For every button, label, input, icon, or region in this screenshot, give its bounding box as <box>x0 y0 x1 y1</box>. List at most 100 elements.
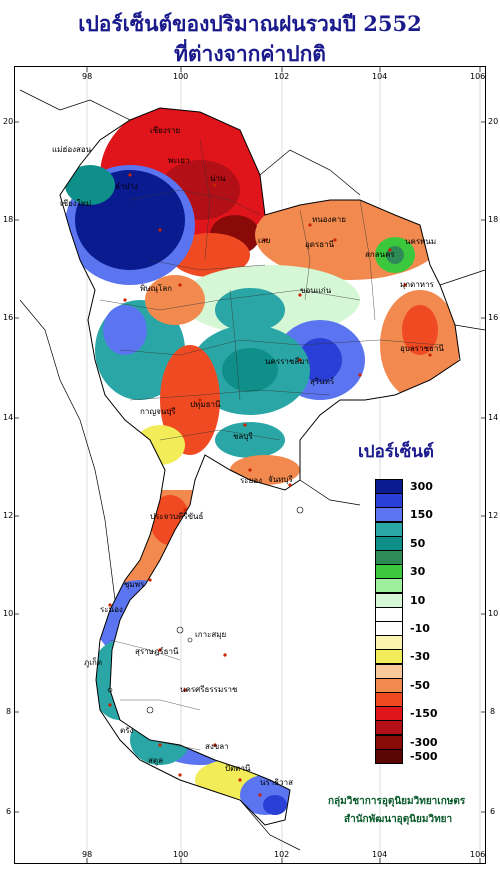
legend-label: -30 <box>410 650 430 664</box>
credit-line-2: สำนักพัฒนาอุตุนิยมวิทยา <box>344 814 453 825</box>
place-label: จันทบุรี <box>268 475 293 484</box>
place-label: สุราษฎร์ธานี <box>135 647 179 656</box>
legend-label: 30 <box>410 565 426 579</box>
lat-tick-left: 6 <box>6 807 12 816</box>
legend-label: -50 <box>410 678 430 692</box>
legend-swatch <box>375 535 403 551</box>
place-label: อุดรธานี <box>305 240 335 249</box>
legend-swatch <box>375 550 403 565</box>
place-label: น่าน <box>210 174 226 183</box>
lat-tick-right: 10 <box>488 609 499 618</box>
lat-tick-left: 12 <box>3 511 14 520</box>
place-label: เชียงราย <box>150 126 181 135</box>
lon-tick-top: 102 <box>274 72 290 81</box>
place-label: ระยอง <box>240 476 262 485</box>
legend-title: เปอร์เซ็นต์ <box>358 442 434 462</box>
legend-swatch <box>375 720 403 736</box>
legend-swatch <box>375 606 403 622</box>
place-label: ตรัง <box>120 726 134 735</box>
lat-tick-right: 12 <box>488 511 499 520</box>
legend-swatch <box>375 507 403 523</box>
legend-swatch <box>375 677 403 693</box>
map-subtitle: ที่ต่างจากค่าปกติ <box>174 41 326 66</box>
legend-label: 150 <box>410 508 433 522</box>
legend-swatch <box>375 493 403 509</box>
legend-swatch <box>375 635 403 651</box>
place-label: เชียงใหม่ <box>60 199 92 208</box>
lat-tick-left: 20 <box>3 117 14 126</box>
place-label: ภูเก็ต <box>84 658 103 667</box>
lat-tick-left: 18 <box>3 215 14 224</box>
legend-swatch <box>375 592 403 608</box>
neighbour-borders <box>19 89 486 851</box>
legend-label: -10 <box>410 622 430 635</box>
legend-label: 300 <box>410 480 433 493</box>
lat-tick-right: 18 <box>488 215 499 224</box>
place-label: นครราชสีมา <box>265 357 309 366</box>
lat-tick-right: 8 <box>490 707 496 716</box>
lat-tick-right: 20 <box>488 117 499 126</box>
legend-swatch <box>375 734 403 750</box>
place-label: อุบลราชธานี <box>400 344 444 353</box>
lon-tick-top: 98 <box>82 72 93 81</box>
place-label: ประจวบคีรีขันธ์ <box>150 512 204 521</box>
place-label: สกลนคร <box>365 250 395 259</box>
lat-tick-left: 16 <box>3 313 14 322</box>
place-label: ลำปาง <box>115 182 138 191</box>
place-label: นครพนม <box>405 237 437 246</box>
place-label: สงขลา <box>205 742 229 751</box>
province-borders <box>99 139 441 751</box>
lon-tick-bottom: 102 <box>274 850 290 859</box>
lat-tick-right: 6 <box>490 807 496 816</box>
place-label: สุรินทร์ <box>310 377 335 386</box>
map-title: เปอร์เซ็นต์ของปริมาณฝนรวมปี 2552 <box>78 11 422 36</box>
legend-label: 10 <box>410 593 426 607</box>
lon-tick-bottom: 98 <box>82 850 93 859</box>
thailand-outline <box>59 107 461 826</box>
legend-swatch <box>375 649 403 665</box>
legend-label: -150 <box>410 707 438 721</box>
legend-swatch <box>375 621 403 636</box>
place-label: มุกดาหาร <box>400 280 434 289</box>
legend-swatch <box>375 578 403 594</box>
place-label: นครศรีธรรมราช <box>180 685 238 694</box>
place-label: พิษณุโลก <box>140 284 173 293</box>
place-label: นราธิวาส <box>260 778 294 787</box>
legend-swatch <box>375 521 403 537</box>
place-label: ชุมพร <box>124 580 145 589</box>
legend-label: -500 <box>410 749 438 763</box>
place-label: ปัตตานี <box>225 764 251 773</box>
station-dots <box>108 128 432 797</box>
place-label: ขอนแก่น <box>300 286 332 295</box>
tick-marks <box>14 67 486 863</box>
lon-tick-bottom: 100 <box>173 850 189 859</box>
lat-tick-right: 14 <box>488 413 499 422</box>
lat-tick-left: 8 <box>6 707 12 716</box>
lon-tick-top: 100 <box>173 72 189 81</box>
credit-line-1: กลุ่มวิชาการอุตุนิยมวิทยาเกษตร <box>328 796 466 807</box>
legend-swatch <box>375 748 403 764</box>
legend-swatch <box>375 479 403 494</box>
lon-tick-bottom: 104 <box>372 850 388 859</box>
lat-tick-left: 10 <box>3 609 14 618</box>
lat-tick-right: 16 <box>488 313 499 322</box>
lon-tick-top: 104 <box>372 72 388 81</box>
place-label: กาญจนบุรี <box>140 407 176 416</box>
legend-swatch <box>375 692 403 707</box>
legend-label: -300 <box>410 735 438 749</box>
place-label: ปทุมธานี <box>190 400 221 409</box>
place-label: แม่ฮ่องสอน <box>52 145 92 154</box>
place-label: เกาะสมุย <box>195 630 227 639</box>
lat-tick-left: 14 <box>3 413 14 422</box>
place-label: สตูล <box>148 756 163 765</box>
place-label: ระนอง <box>100 605 123 614</box>
legend-label: 50 <box>410 536 426 550</box>
legend-swatch <box>375 564 403 580</box>
place-label: พะเยา <box>168 156 190 165</box>
lon-tick-bottom: 106 <box>470 850 486 859</box>
legend-swatch <box>375 663 403 679</box>
legend-swatch <box>375 706 403 722</box>
lon-tick-top: 106 <box>470 72 486 81</box>
place-label: หนองคาย <box>312 215 346 224</box>
